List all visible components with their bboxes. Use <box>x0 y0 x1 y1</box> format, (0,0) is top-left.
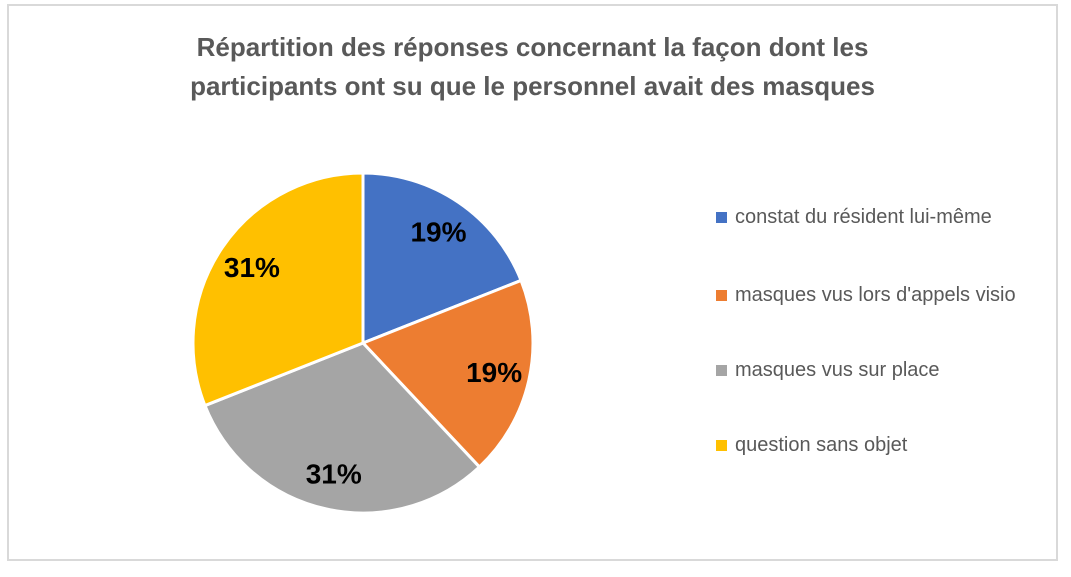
data-label-constat-du-resident-lui-meme: 19% <box>410 216 466 247</box>
chart-title: Répartition des réponses concernant la f… <box>9 28 1056 106</box>
legend-item-masques-vus-lors-d-appels-visio[interactable]: masques vus lors d'appels visio <box>716 282 1027 309</box>
legend-color-swatch-icon <box>716 440 727 451</box>
pie-slice-constat-du-resident-lui-meme[interactable] <box>361 171 523 345</box>
pie-slice-masques-vus-sur-place[interactable] <box>203 341 481 515</box>
pie-slice-question-sans-objet[interactable] <box>191 171 365 408</box>
pie-slice-masques-vus-lors-d-appels-visio[interactable] <box>361 278 535 469</box>
legend-item-constat-du-resident-lui-meme[interactable]: constat du résident lui-même <box>716 204 1027 231</box>
legend-label: question sans objet <box>735 434 908 456</box>
data-label-masques-vus-lors-d-appels-visio: 19% <box>466 357 522 388</box>
legend-item-masques-vus-sur-place[interactable]: masques vus sur place <box>716 357 1027 384</box>
pie-chart: 19% 19% 31% 31% <box>191 171 535 515</box>
chart-title-line-1: Répartition des réponses concernant la f… <box>196 32 869 62</box>
legend-item-question-sans-objet[interactable]: question sans objet <box>716 432 1027 459</box>
legend-color-swatch-icon <box>716 212 727 223</box>
data-label-masques-vus-sur-place: 31% <box>306 459 362 490</box>
legend-label: masques vus lors d'appels visio <box>735 284 1016 306</box>
legend-label: constat du résident lui-même <box>735 206 992 228</box>
legend-color-swatch-icon <box>716 290 727 301</box>
legend-label: masques vus sur place <box>735 359 940 381</box>
chart-title-line-2: participants ont su que le personnel ava… <box>190 71 875 101</box>
data-label-question-sans-objet: 31% <box>224 252 280 283</box>
chart-area: Répartition des réponses concernant la f… <box>7 4 1058 561</box>
legend-color-swatch-icon <box>716 365 727 376</box>
